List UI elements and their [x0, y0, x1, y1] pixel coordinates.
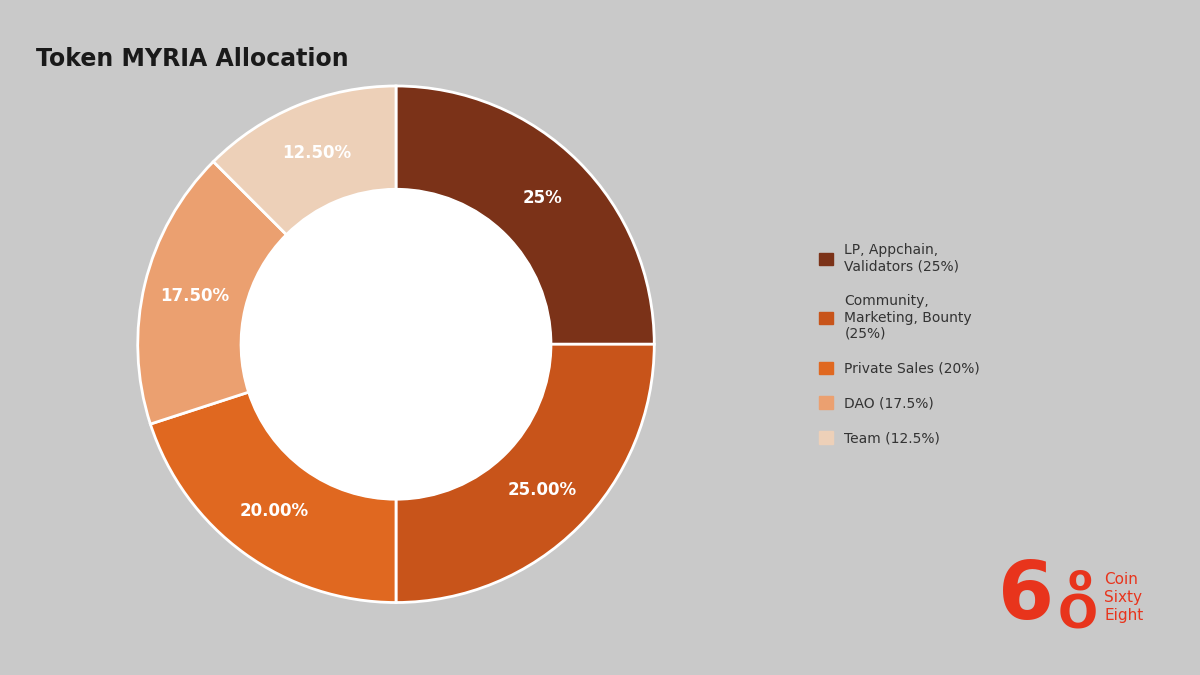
Circle shape	[241, 189, 551, 500]
Text: Eight: Eight	[1104, 608, 1144, 623]
Text: o: o	[1068, 562, 1092, 596]
Wedge shape	[396, 86, 654, 344]
Text: O: O	[1057, 593, 1098, 638]
Legend: LP, Appchain,
Validators (25%), Community,
Marketing, Bounty
(25%), Private Sale: LP, Appchain, Validators (25%), Communit…	[820, 243, 980, 446]
Text: 17.50%: 17.50%	[161, 287, 229, 305]
Text: 12.50%: 12.50%	[282, 144, 352, 163]
Text: 20.00%: 20.00%	[240, 502, 310, 520]
Text: Coin: Coin	[1104, 572, 1138, 587]
Wedge shape	[138, 161, 287, 424]
Text: 25.00%: 25.00%	[508, 481, 577, 500]
Text: Token MYRIA Allocation: Token MYRIA Allocation	[36, 47, 349, 72]
Wedge shape	[214, 86, 396, 235]
Text: 6: 6	[998, 558, 1054, 637]
Text: Sixty: Sixty	[1104, 590, 1142, 605]
Wedge shape	[396, 344, 654, 603]
Wedge shape	[150, 392, 396, 603]
Text: 25%: 25%	[522, 189, 562, 207]
